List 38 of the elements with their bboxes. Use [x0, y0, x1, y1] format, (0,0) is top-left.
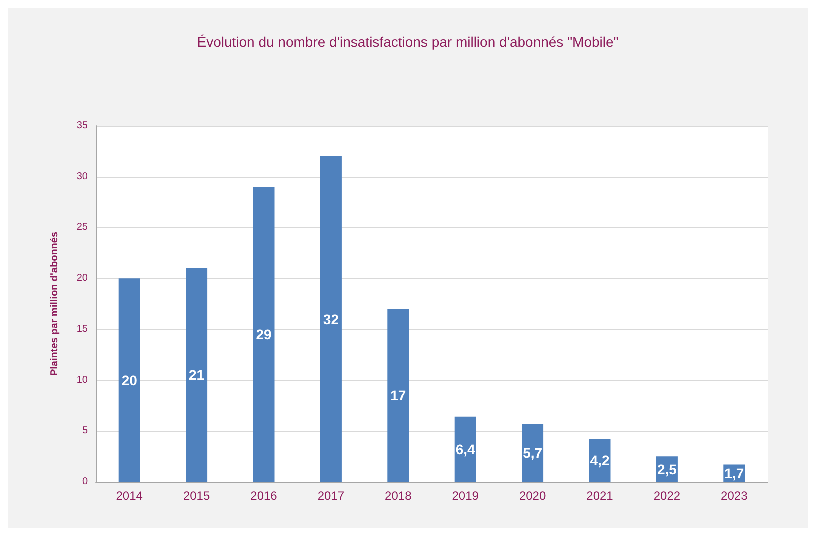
- data-label: 1,7: [724, 465, 744, 482]
- data-label: 17: [390, 388, 406, 404]
- bar: [522, 424, 544, 482]
- x-tick-label: 2022: [654, 489, 681, 503]
- x-tick-label: 2016: [250, 489, 278, 503]
- data-label: 29: [256, 326, 272, 343]
- x-tick-label: 2019: [452, 489, 480, 503]
- x-tick-label: 2015: [183, 489, 210, 503]
- data-label: 21: [189, 367, 205, 384]
- x-tick-label: 2017: [318, 489, 345, 503]
- y-tick-label: 5: [82, 426, 88, 437]
- data-label: 4,2: [590, 452, 610, 469]
- y-tick-label: 30: [76, 171, 88, 182]
- x-tick-label: 2020: [519, 489, 546, 503]
- y-tick-label: 35: [76, 120, 88, 132]
- data-label: 32: [323, 311, 340, 328]
- bar: [118, 278, 140, 482]
- data-label: 6,4: [456, 441, 476, 458]
- bar: [253, 187, 275, 482]
- data-label: 20: [122, 372, 138, 388]
- y-axis-title: Plaintes par million d'abonnés: [50, 232, 60, 376]
- bar: [388, 309, 410, 482]
- y-tick-label: 25: [76, 222, 88, 234]
- chart-title: Évolution du nombre d'insatisfactions par million d'abonnés "Mobile": [197, 34, 619, 50]
- data-label: 5,7: [523, 445, 543, 462]
- data-label: 2,5: [657, 461, 678, 478]
- bar: [320, 156, 342, 482]
- y-tick-label: 0: [82, 476, 88, 488]
- bar: [589, 439, 611, 482]
- bar: [186, 268, 208, 482]
- bar: [454, 416, 476, 482]
- x-tick-label: 2018: [385, 489, 412, 503]
- y-tick-label: 10: [76, 374, 88, 386]
- y-tick-label: 15: [76, 324, 88, 335]
- x-tick-label: 2021: [586, 489, 614, 503]
- y-tick-label: 20: [76, 273, 88, 284]
- x-tick-label: 2014: [116, 489, 144, 503]
- x-tick-label: 2023: [721, 489, 748, 503]
